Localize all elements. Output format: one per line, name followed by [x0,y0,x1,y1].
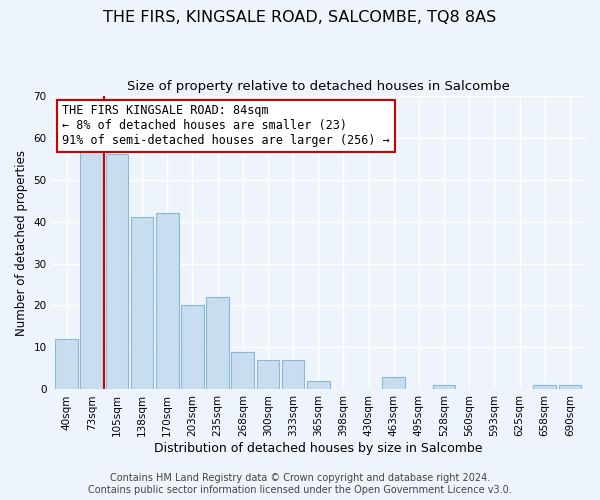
Text: THE FIRS, KINGSALE ROAD, SALCOMBE, TQ8 8AS: THE FIRS, KINGSALE ROAD, SALCOMBE, TQ8 8… [103,10,497,25]
Bar [131,218,154,390]
Bar [181,306,204,390]
Bar [80,150,103,390]
Bar [533,386,556,390]
Bar [307,381,329,390]
Bar [382,377,405,390]
Text: THE FIRS KINGSALE ROAD: 84sqm
← 8% of detached houses are smaller (23)
91% of se: THE FIRS KINGSALE ROAD: 84sqm ← 8% of de… [62,104,390,148]
Title: Size of property relative to detached houses in Salcombe: Size of property relative to detached ho… [127,80,510,93]
Bar [156,213,179,390]
Bar [232,352,254,390]
Bar [106,154,128,390]
Bar [282,360,304,390]
X-axis label: Distribution of detached houses by size in Salcombe: Distribution of detached houses by size … [154,442,482,455]
Bar [55,339,78,390]
Bar [559,386,581,390]
Bar [257,360,279,390]
Text: Contains HM Land Registry data © Crown copyright and database right 2024.
Contai: Contains HM Land Registry data © Crown c… [88,474,512,495]
Bar [433,386,455,390]
Bar [206,297,229,390]
Y-axis label: Number of detached properties: Number of detached properties [15,150,28,336]
